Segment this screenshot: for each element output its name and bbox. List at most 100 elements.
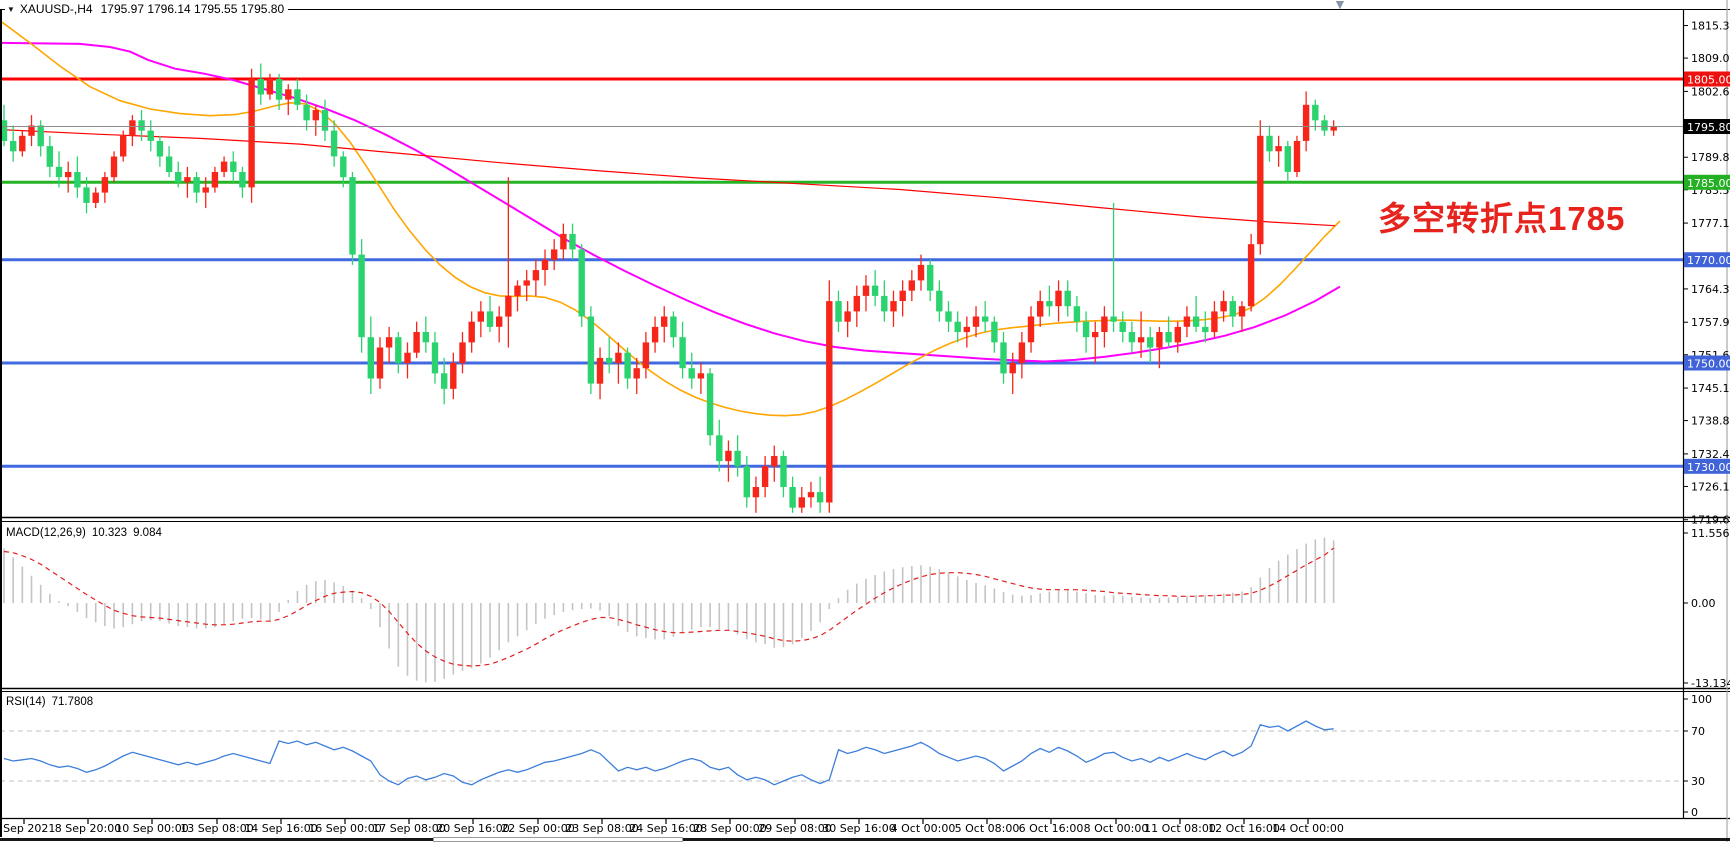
candle-body	[716, 435, 723, 462]
candle-body	[514, 285, 521, 296]
candle-body	[624, 352, 631, 379]
price-tick-label: 1789.85	[1691, 151, 1730, 164]
candle-body	[780, 456, 787, 487]
symbol-timeframe-label: XAUUSD-,H4	[19, 2, 93, 16]
candle-body	[982, 316, 989, 322]
price-tick-label: 1757.90	[1691, 316, 1730, 329]
rsi-tick-label: 70	[1691, 725, 1705, 738]
candle-body	[184, 177, 191, 183]
price-tick-label: 1726.10	[1691, 480, 1730, 493]
candle-body	[1128, 332, 1136, 343]
candle-body	[972, 316, 980, 327]
time-tick-label: 28 Sep 00:00	[693, 822, 766, 835]
candle-body	[670, 316, 677, 338]
time-tick-label: 14 Oct 00:00	[1272, 822, 1344, 835]
candle-body	[294, 89, 301, 105]
candle-body	[395, 337, 402, 363]
candle-body	[1238, 306, 1246, 317]
candle-body	[1, 120, 8, 141]
price-axis[interactable]: 1815.351809.051802.601789.851783.551777.…	[1683, 20, 1730, 819]
candle-body	[28, 125, 35, 136]
candle-body	[496, 316, 503, 327]
candle-body	[1165, 332, 1172, 343]
price-badge-label: 1795.80	[1687, 121, 1730, 134]
candle-body	[560, 233, 567, 250]
rsi-name: RSI(14)	[6, 696, 46, 708]
time-tick-label: 23 Sep 08:00	[565, 822, 638, 835]
rsi-tick-label: 30	[1691, 775, 1705, 788]
candle-body	[138, 120, 145, 131]
candle-body	[65, 172, 72, 178]
candle-body	[92, 192, 99, 203]
candle-body	[743, 466, 750, 498]
candle-body	[1147, 337, 1154, 348]
candle-body	[10, 141, 17, 152]
candle-body	[303, 104, 310, 121]
candle-body	[945, 311, 952, 322]
candle-body	[578, 249, 585, 317]
price-tick-label: 1809.05	[1691, 52, 1730, 65]
candle-body	[816, 492, 824, 503]
candle-body	[55, 166, 63, 178]
macd-tick-label: -13.134	[1691, 677, 1730, 690]
candle-body	[587, 316, 595, 384]
candle-body	[734, 450, 741, 467]
ma-red	[1, 129, 1336, 227]
candle-body	[147, 130, 154, 141]
horizontal-scrollbar-track[interactable]	[0, 838, 1730, 841]
candle-body	[450, 363, 457, 389]
price-badge-1795.80	[1684, 119, 1730, 135]
price-tick-label: 1802.60	[1691, 85, 1730, 98]
macd-tick-label: 0.00	[1691, 597, 1716, 610]
time-tick-label: 30 Sep 16:00	[822, 822, 895, 835]
macd-tick-label: 11.556	[1691, 527, 1730, 540]
candle-body	[642, 342, 650, 369]
candle-body	[1018, 342, 1026, 364]
candle-body	[917, 264, 925, 281]
time-tick-label: 29 Sep 08:00	[758, 822, 831, 835]
candle-body	[156, 141, 164, 157]
macd-indicator-label: MACD(12,26,9) 10.323 9.084	[6, 527, 168, 539]
candle-body	[120, 135, 127, 157]
candle-body	[1073, 306, 1081, 322]
candle-body	[175, 172, 182, 183]
candle-body	[486, 311, 494, 327]
price-badge-label: 1770.00	[1687, 254, 1730, 267]
time-tick-label: 20 Sep 16:00	[436, 822, 509, 835]
candle-body	[1192, 316, 1200, 327]
time-tick-label: 24 Sep 16:00	[629, 822, 702, 835]
time-tick-label: 12 Oct 16:00	[1208, 822, 1280, 835]
time-tick-label: 7 Sep 2021	[0, 822, 55, 835]
candle-body	[725, 450, 732, 462]
candle-body	[285, 89, 292, 100]
candle-body	[1082, 321, 1090, 338]
candle-body	[110, 156, 118, 178]
candle-body	[569, 233, 576, 250]
candle-body	[890, 301, 897, 312]
ma-magenta	[1, 41, 1341, 363]
macd-signal-value: 9.084	[133, 527, 162, 539]
price-tick-label: 1738.85	[1691, 415, 1730, 428]
time-tick-label: 11 Oct 08:00	[1144, 822, 1216, 835]
candle-body	[853, 295, 860, 312]
candle-body	[101, 177, 109, 193]
trend-annotation-text[interactable]: 多空转折点1785	[1378, 200, 1626, 237]
candle-body	[330, 130, 338, 157]
macd-signal-line	[3, 547, 1335, 667]
candle-body	[532, 270, 540, 281]
candle-body	[165, 156, 173, 172]
candle-body	[1000, 342, 1007, 374]
time-tick-label: 16 Sep 00:00	[308, 822, 381, 835]
horizontal-scrollbar-thumb[interactable]	[433, 837, 683, 842]
price-badge-label: 1750.00	[1687, 358, 1730, 371]
symbol-dropdown-icon[interactable]: ▼	[7, 5, 15, 14]
candle-body	[1101, 316, 1108, 332]
candle-body	[477, 311, 484, 322]
rsi-value: 71.7808	[51, 696, 94, 708]
candle-body	[431, 342, 439, 374]
candle-body	[551, 249, 558, 260]
candle-body	[1174, 326, 1181, 343]
macd-name: MACD(12,26,9)	[6, 527, 86, 539]
